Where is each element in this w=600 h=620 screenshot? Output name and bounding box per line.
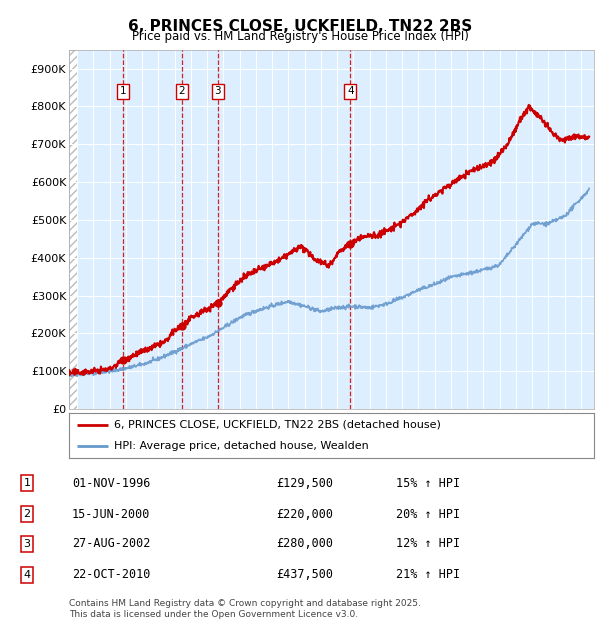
Text: 6, PRINCES CLOSE, UCKFIELD, TN22 2BS: 6, PRINCES CLOSE, UCKFIELD, TN22 2BS (128, 19, 472, 33)
Text: 3: 3 (23, 539, 31, 549)
Text: 12% ↑ HPI: 12% ↑ HPI (396, 538, 460, 551)
Text: Contains HM Land Registry data © Crown copyright and database right 2025.
This d: Contains HM Land Registry data © Crown c… (69, 600, 421, 619)
Text: 15-JUN-2000: 15-JUN-2000 (72, 508, 151, 521)
Text: 21% ↑ HPI: 21% ↑ HPI (396, 569, 460, 582)
Text: 20% ↑ HPI: 20% ↑ HPI (396, 508, 460, 521)
Text: £280,000: £280,000 (276, 538, 333, 551)
Text: 01-NOV-1996: 01-NOV-1996 (72, 477, 151, 490)
Text: 6, PRINCES CLOSE, UCKFIELD, TN22 2BS (detached house): 6, PRINCES CLOSE, UCKFIELD, TN22 2BS (de… (113, 420, 440, 430)
Text: 15% ↑ HPI: 15% ↑ HPI (396, 477, 460, 490)
Text: 1: 1 (120, 86, 127, 96)
Text: Price paid vs. HM Land Registry's House Price Index (HPI): Price paid vs. HM Land Registry's House … (131, 30, 469, 43)
Text: 4: 4 (23, 570, 31, 580)
Text: £220,000: £220,000 (276, 508, 333, 521)
Text: HPI: Average price, detached house, Wealden: HPI: Average price, detached house, Weal… (113, 440, 368, 451)
Text: £437,500: £437,500 (276, 569, 333, 582)
Text: 22-OCT-2010: 22-OCT-2010 (72, 569, 151, 582)
Text: 2: 2 (23, 509, 31, 519)
Text: £129,500: £129,500 (276, 477, 333, 490)
Text: 4: 4 (347, 86, 353, 96)
Text: 2: 2 (179, 86, 185, 96)
Text: 3: 3 (214, 86, 221, 96)
Text: 27-AUG-2002: 27-AUG-2002 (72, 538, 151, 551)
Text: 1: 1 (23, 478, 31, 488)
